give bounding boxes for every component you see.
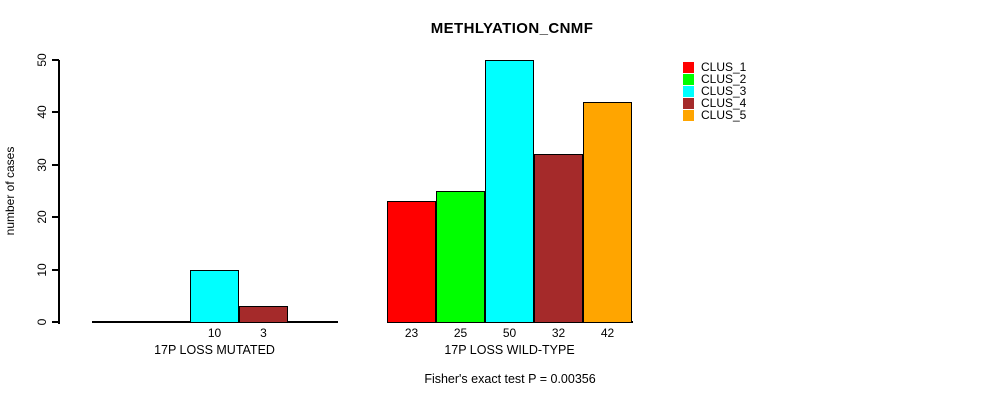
bar-clus_4	[239, 306, 288, 323]
legend-label: CLUS_4	[701, 96, 747, 110]
legend-item: CLUS_1	[683, 61, 746, 73]
bar-clus_1	[387, 201, 436, 323]
bar-value-label: 32	[551, 326, 566, 340]
legend-item: CLUS_2	[683, 73, 746, 85]
y-axis-line	[58, 60, 60, 324]
bar-clus_4	[534, 154, 583, 323]
legend-item: CLUS_3	[683, 85, 746, 97]
legend-label: CLUS_3	[701, 84, 747, 98]
bar-value-label: 25	[453, 326, 468, 340]
bar-clus_5	[583, 101, 632, 323]
bar-value-label: 3	[260, 326, 267, 340]
bar-value-label: 23	[404, 326, 419, 340]
y-axis-tick	[52, 163, 59, 166]
bar-clus_3	[485, 60, 534, 323]
y-axis-tick-label: 10	[35, 262, 49, 277]
legend-item: CLUS_5	[683, 109, 746, 121]
bar-value-label: 42	[600, 326, 615, 340]
legend-item: CLUS_4	[683, 97, 746, 109]
y-axis-label: number of cases	[3, 146, 17, 236]
legend-swatch	[683, 109, 694, 121]
legend-swatch	[683, 85, 694, 97]
legend-swatch	[683, 97, 694, 109]
bar-clus_3	[190, 269, 239, 323]
y-axis-tick	[52, 59, 59, 61]
group-label: 17P LOSS MUTATED	[154, 343, 275, 357]
y-axis-tick-label: 50	[35, 53, 49, 67]
bar-value-label: 50	[502, 326, 517, 340]
y-axis-tick-label: 20	[35, 210, 49, 224]
y-axis-tick	[52, 216, 59, 219]
y-axis-tick	[52, 111, 59, 114]
bar-value-label: 10	[207, 326, 222, 340]
legend-label: CLUS_5	[701, 108, 747, 122]
y-axis-tick-label: 0	[35, 318, 49, 326]
y-axis-tick	[52, 321, 59, 323]
y-axis-tick-label: 30	[35, 158, 49, 172]
y-axis-tick	[52, 268, 59, 271]
fisher-test-note: Fisher's exact test P = 0.00356	[424, 372, 596, 386]
chart-title: METHLYATION_CNMF	[430, 20, 594, 37]
y-axis-tick-label: 40	[35, 105, 49, 120]
legend-label: CLUS_1	[701, 60, 747, 74]
legend-label: CLUS_2	[701, 72, 747, 86]
legend-swatch	[683, 73, 694, 85]
bar-clus_2	[436, 191, 485, 323]
group-label: 17P LOSS WILD-TYPE	[444, 343, 575, 357]
legend: CLUS_1 CLUS_2 CLUS_3 CLUS_4 CLUS_5	[683, 61, 746, 121]
legend-swatch	[683, 61, 694, 73]
